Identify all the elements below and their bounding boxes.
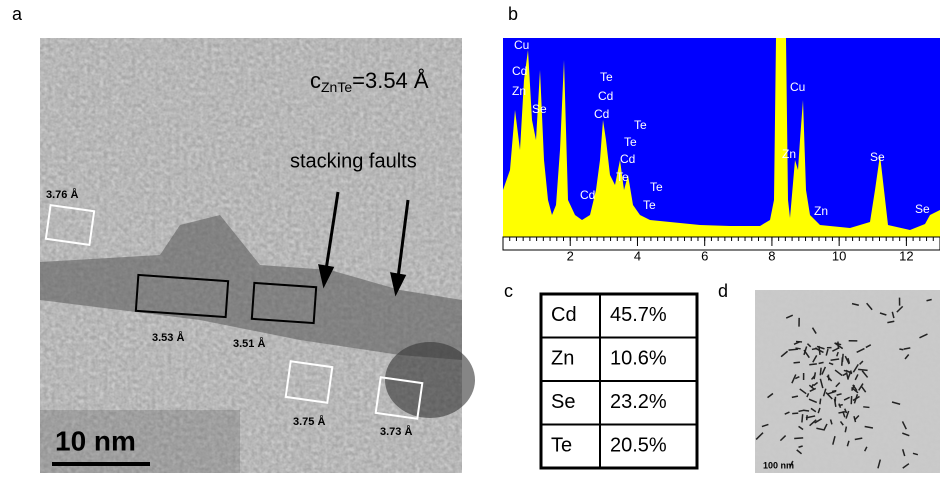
peak-label: Cd xyxy=(598,89,613,103)
rod xyxy=(838,342,839,349)
composition-table: Cd 45.7% Zn 10.6% Se 23.2% Te 20.5% xyxy=(541,294,697,468)
x-axis: 2 4 6 8 10 12 xyxy=(503,237,940,263)
x-tick-label: 4 xyxy=(634,248,641,263)
spacing: 3.73 Å xyxy=(380,425,412,438)
peak-label: Cu xyxy=(514,38,529,52)
rod xyxy=(820,399,821,405)
rod xyxy=(789,349,798,350)
x-tick-label: 8 xyxy=(768,248,775,263)
percent-cell: 45.7% xyxy=(610,304,667,326)
peak-label: Cd xyxy=(580,188,595,202)
peak-label: Te xyxy=(634,118,647,132)
rod xyxy=(794,362,800,363)
scale-label: 100 nm xyxy=(763,460,794,470)
peak-label: Cu xyxy=(790,80,805,94)
peak-label: Te xyxy=(616,170,629,184)
peak-label: Zn xyxy=(814,204,828,218)
panel-letter: a xyxy=(12,4,23,24)
peak-label: Se xyxy=(915,202,930,216)
spacing: 3.76 Å xyxy=(46,188,78,201)
peak-label: Se xyxy=(532,102,547,116)
element-cell: Se xyxy=(551,391,575,413)
peak-label: Se xyxy=(870,150,885,164)
peak-label: Cd xyxy=(594,107,609,121)
peak-label: Zn xyxy=(512,84,526,98)
rod xyxy=(794,438,803,439)
spacing: 3.75 Å xyxy=(293,415,325,428)
peak-label: Te xyxy=(624,135,637,149)
element-cell: Te xyxy=(551,435,572,457)
percent-cell: 10.6% xyxy=(610,348,667,370)
panel-letter: c xyxy=(504,281,513,301)
rod xyxy=(842,354,843,362)
formula-sub: ZnTe xyxy=(321,79,352,95)
rod xyxy=(820,368,821,376)
percent-cell: 20.5% xyxy=(610,435,667,457)
spacing: 3.51 Å xyxy=(233,337,265,350)
formula-rest: =3.54 Å xyxy=(352,68,429,93)
peak-label: Cd xyxy=(512,64,527,78)
panel-letter: b xyxy=(508,4,518,24)
peak-label: Zn xyxy=(782,147,796,161)
x-tick-label: 10 xyxy=(832,248,846,263)
peak-label: Te xyxy=(600,70,613,84)
rod xyxy=(802,414,803,422)
element-cell: Zn xyxy=(551,348,574,370)
rod xyxy=(819,362,824,363)
x-tick-label: 12 xyxy=(899,248,913,263)
rod xyxy=(809,364,817,365)
x-tick-label: 6 xyxy=(701,248,708,263)
rod xyxy=(863,407,869,408)
scale-label: 10 nm xyxy=(55,425,136,456)
rod xyxy=(899,349,903,350)
element-cell: Cd xyxy=(551,304,577,326)
annotation: stacking faults xyxy=(290,150,417,172)
peak-label: Te xyxy=(643,198,656,212)
percent-cell: 23.2% xyxy=(610,391,667,413)
formula-c: c xyxy=(310,68,321,93)
x-tick-label: 2 xyxy=(567,248,574,263)
peak-label: Te xyxy=(650,180,663,194)
rod xyxy=(795,348,800,349)
spacing: 3.53 Å xyxy=(152,331,184,344)
panel-letter: d xyxy=(718,281,728,301)
peak-label: Cd xyxy=(620,152,635,166)
rod xyxy=(858,369,867,370)
